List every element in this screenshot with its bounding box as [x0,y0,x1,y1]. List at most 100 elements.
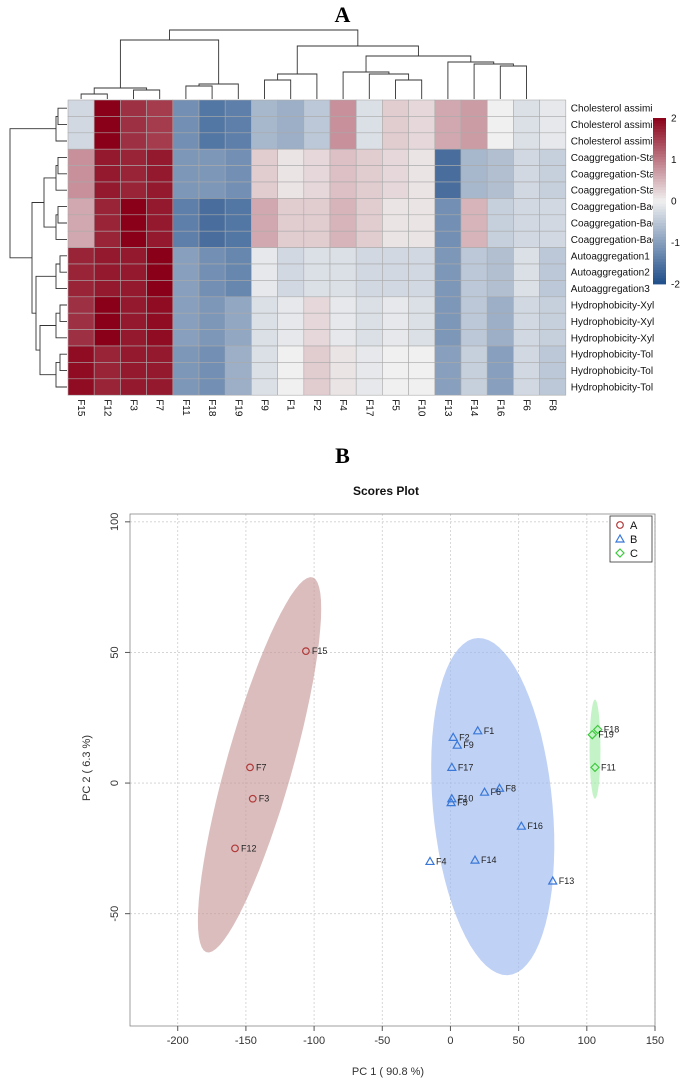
heatmap-cell [382,148,409,166]
legend-swatch [653,134,666,138]
heatmap-cell [277,99,305,117]
legend-swatch [653,123,666,127]
column-dendrogram-branch [473,63,514,99]
heatmap-cell [198,378,226,396]
heatmap-cell [355,296,383,314]
heatmap-cell [67,132,95,150]
heatmap-cell [303,263,331,281]
heatmap-cell [120,345,147,363]
heatmap-cell [460,181,488,199]
heatmap-cell [93,198,121,216]
legend-swatch [653,140,666,144]
heatmap-cell [146,263,174,281]
point-label: F1 [484,726,495,736]
point-marker [452,739,463,749]
heatmap-cell [408,378,436,396]
heatmap-cell [277,296,305,314]
heatmap-cell [251,165,278,183]
row-dendrogram-branch [55,263,67,290]
heatmap-cell [277,198,305,216]
heatmap-cell [408,263,436,281]
legend-swatch [653,184,666,188]
heatmap-cell [513,99,540,117]
heatmap-cell [146,148,174,166]
heatmap-cell [513,296,540,314]
heatmap-cell [251,247,278,265]
heatmap-cell [172,312,200,330]
legend-swatch [653,214,666,218]
heatmap-cell [251,181,278,199]
heatmap-cell [303,181,331,199]
heatmap-cell [513,214,540,232]
heatmap-cell [539,99,567,117]
legend-swatch [653,170,666,174]
heatmap-cell [146,362,174,380]
row-dendrogram-branch [39,325,56,376]
heatmap-cell [198,230,226,248]
row-label: Coaggregation-Stap [571,153,661,164]
legend-swatch [653,253,666,257]
heatmap-cell [67,362,95,380]
heatmap-cell [486,280,514,298]
heatmap-cell [539,165,567,183]
heatmap-cell [146,214,174,232]
legend-swatch [653,278,666,282]
legend-swatch [653,203,666,207]
legend-swatch [653,118,666,122]
point-marker [231,844,239,853]
point-marker [446,793,457,803]
row-dendrogram-branch [55,361,67,388]
heatmap-cell [460,345,488,363]
heatmap-cell [382,312,409,330]
heatmap-cell [146,312,174,330]
y-tick-label: 50 [109,646,121,658]
heatmap-cell [224,263,252,281]
heatmap-cell [513,116,540,134]
row-dendrogram-branch [55,312,67,339]
legend-swatch [653,159,666,163]
heatmap-cell [329,132,357,150]
row-label: Coaggregation-Stap [571,186,661,197]
point-marker [616,521,624,529]
heatmap-cell [355,247,383,265]
row-dendrogram-branch [57,107,67,126]
row-dendrogram-branch [59,255,67,273]
column-label: F3 [128,399,139,411]
legend-tick-label: 2 [671,114,677,125]
legend-swatch [653,156,666,160]
heatmap-cell [67,116,95,134]
heatmap-cell [120,296,147,314]
heatmap-cell [486,181,514,199]
heatmap-cell [146,230,174,248]
row-dendrogram-branch [57,156,67,175]
heatmap-cell [277,165,305,183]
column-labels: F15 F12 F3 F7 F11 F18 F19 F9 F1 F2 F4 F17 F5 F10 F13 F1… [75,399,558,417]
heatmap-cell [382,214,409,232]
legend-swatch [653,281,666,285]
heatmap-cell [329,214,357,232]
heatmap-cell [224,312,252,330]
heatmap-cell [382,165,409,183]
heatmap-cell [539,378,567,396]
heatmap-cell [434,362,462,380]
heatmap-cell [303,378,331,396]
heatmap-cell [303,247,331,265]
point-label: F12 [241,843,257,853]
heatmap-cell [513,362,540,380]
row-label: Autoaggregation2 [571,268,650,279]
column-label: F14 [468,399,479,417]
heatmap-cell [355,198,383,216]
heatmap-cell [486,362,514,380]
heatmap-cell [355,148,383,166]
confidence-ellipse-b [431,638,555,976]
legend-swatch [653,195,666,199]
heatmap-cell [486,165,514,183]
heatmap-cell [329,247,357,265]
heatmap-cell [408,99,436,117]
point-marker [446,797,457,807]
heatmap-cell [198,116,226,134]
heatmap-cell [486,329,514,347]
legend-entry-label: A [630,520,638,532]
heatmap-cell [251,116,278,134]
heatmap-cell [355,181,383,199]
